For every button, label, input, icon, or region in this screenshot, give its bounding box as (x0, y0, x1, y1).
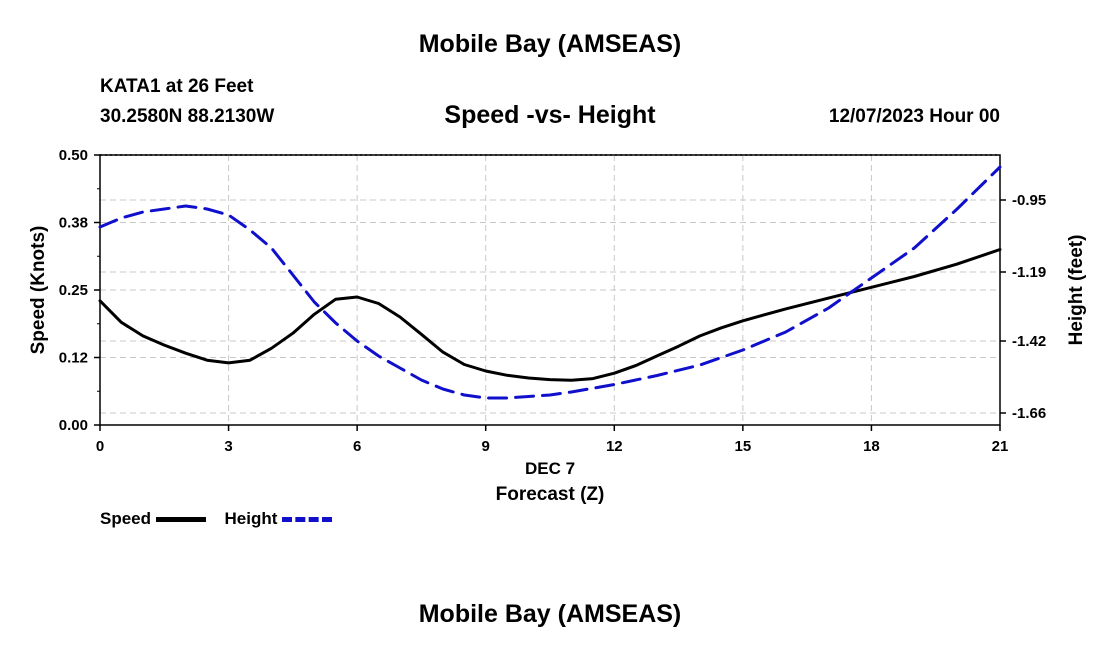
x-axis-label: Forecast (Z) (496, 484, 605, 505)
x-tick-label: 0 (96, 438, 104, 455)
grid-lines (100, 155, 1000, 425)
series-lines (98, 165, 1002, 400)
legend-height-label: Height (224, 509, 278, 528)
legend-speed-swatch (155, 517, 206, 523)
legend-height: Height (225, 509, 333, 529)
x-tick-label: 6 (353, 438, 361, 455)
y2-tick-label: -1.19 (1012, 264, 1046, 281)
y-tick-label: 0.12 (59, 350, 88, 367)
axis-ticks: 0 3 6 9 12 15 18 21 0.00 0.12 0.25 0.38 0.50 -0.95 -1.… (59, 147, 1046, 455)
height-series-line (98, 165, 1002, 400)
y-tick-label: 0.50 (59, 147, 88, 164)
x-tick-label: 21 (992, 438, 1009, 455)
chart-title: Speed -vs- Height (444, 101, 656, 129)
x-tick-label: 18 (863, 438, 880, 455)
y2-tick-label: -1.42 (1012, 333, 1046, 350)
y-tick-label: 0.25 (59, 282, 88, 299)
y-tick-label: 0.38 (59, 215, 88, 232)
y2-tick-label: -0.95 (1012, 192, 1046, 209)
legend: Speed Height (100, 509, 346, 529)
x-tick-label: 3 (224, 438, 232, 455)
x-tick-label: 15 (735, 438, 752, 455)
legend-height-swatch (282, 517, 333, 523)
footer-title: Mobile Bay (AMSEAS) (418, 600, 682, 628)
date-label: DEC 7 (525, 459, 575, 478)
y2-axis-label: Height (feet) (1066, 235, 1087, 346)
speed-series-line (98, 248, 1002, 382)
legend-speed: Speed (100, 509, 206, 529)
y-tick-label: 0.00 (59, 417, 88, 434)
coordinates-label: 30.2580N 88.2130W (100, 106, 275, 127)
y-axis-label: Speed (Knots) (28, 226, 49, 355)
speed-height-chart: 0 3 6 9 12 15 18 21 0.00 0.12 0.25 0.38 0.50 -0.95 -1.… (28, 147, 1087, 505)
x-tick-label: 12 (606, 438, 623, 455)
y2-tick-label: -1.66 (1012, 405, 1046, 422)
x-tick-label: 9 (482, 438, 490, 455)
station-label: KATA1 at 26 Feet (100, 76, 254, 97)
forecast-datetime: 12/07/2023 Hour 00 (828, 106, 1000, 127)
legend-speed-label: Speed (100, 509, 152, 528)
main-title: Mobile Bay (AMSEAS) (418, 30, 682, 58)
